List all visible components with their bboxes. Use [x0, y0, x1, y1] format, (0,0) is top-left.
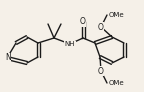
- Text: O: O: [80, 17, 86, 26]
- Text: N: N: [5, 54, 11, 62]
- Text: O: O: [98, 67, 104, 76]
- Text: O: O: [98, 23, 104, 31]
- Text: OMe: OMe: [109, 12, 125, 18]
- Text: NH: NH: [65, 41, 75, 47]
- Text: OMe: OMe: [109, 80, 125, 86]
